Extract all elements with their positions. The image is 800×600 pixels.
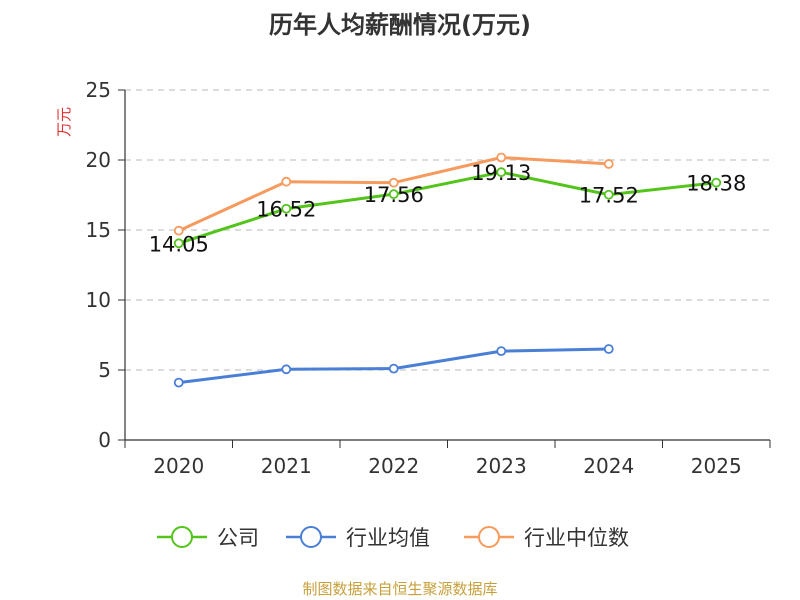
data-point: [281, 176, 292, 187]
y-tick-label: 10: [86, 288, 111, 312]
data-point: [603, 344, 614, 354]
y-tick-label: 5: [98, 358, 111, 382]
y-tick-label: 0: [98, 428, 111, 452]
data-point: [173, 238, 184, 249]
legend-marker-icon: [171, 526, 193, 548]
legend-item: 行业均值: [286, 526, 430, 550]
grid-layer: [125, 89, 770, 371]
y-tick-label: 25: [86, 78, 111, 102]
data-label-layer: 14.05 16.52 17.56 19.13 17.52 18.38: [149, 161, 747, 256]
x-tick-label: 2021: [261, 454, 312, 478]
data-label: 18.38: [686, 172, 746, 196]
data-point: [496, 167, 507, 178]
data-label: 19.13: [471, 161, 531, 185]
data-label: 17.56: [364, 183, 424, 207]
data-point: [388, 189, 399, 200]
data-point: [388, 177, 399, 188]
series-layer: [173, 152, 722, 388]
x-tick-label: 2023: [476, 454, 527, 478]
x-tick-label: 2024: [583, 454, 634, 478]
data-point: [603, 159, 614, 169]
legend-item: 行业中位数: [464, 526, 629, 550]
data-point: [281, 203, 292, 214]
series-line: [177, 170, 718, 245]
legend-label: 行业均值: [346, 526, 430, 550]
x-tick-label: 2022: [368, 454, 419, 478]
legend-marker-icon: [478, 526, 500, 548]
data-label: 14.05: [149, 232, 209, 256]
data-point: [711, 177, 722, 188]
x-tick-label: 2020: [153, 454, 204, 478]
source-note: 制图数据来自恒生聚源数据库: [302, 580, 497, 598]
data-point: [496, 346, 507, 357]
chart-title: 历年人均薪酬情况(万元): [269, 11, 531, 39]
data-point: [496, 152, 507, 163]
legend-marker-icon: [300, 526, 322, 548]
data-point: [281, 364, 292, 375]
legend-item: 公司: [157, 526, 259, 550]
x-tick-label: 2025: [691, 454, 742, 478]
y-tick-label: 15: [86, 218, 111, 242]
legend-label: 公司: [217, 526, 259, 550]
data-point: [603, 189, 614, 200]
legend-label: 行业中位数: [524, 526, 629, 550]
legend: 公司 行业均值 行业中位数: [157, 526, 629, 550]
data-point: [173, 225, 184, 236]
data-point: [173, 377, 184, 388]
data-label: 17.52: [579, 184, 639, 208]
data-point: [388, 363, 399, 374]
y-axis-unit-label: 万元: [55, 107, 73, 137]
data-label: 16.52: [256, 198, 316, 222]
y-tick-label: 20: [86, 148, 111, 172]
